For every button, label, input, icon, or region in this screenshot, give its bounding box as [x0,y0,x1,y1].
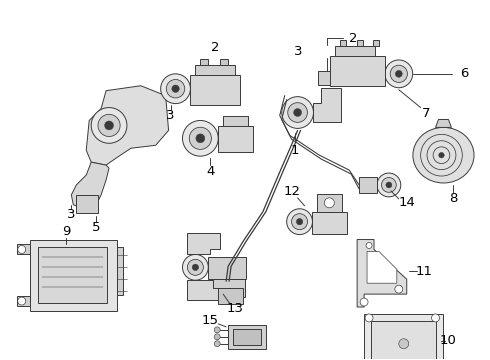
Polygon shape [188,280,237,300]
Circle shape [294,109,301,117]
Text: 5: 5 [92,221,100,234]
Bar [357,40,363,46]
Text: 8: 8 [449,192,458,205]
Circle shape [292,214,308,230]
Circle shape [182,121,218,156]
Circle shape [386,182,392,188]
Polygon shape [335,46,375,56]
Bar [371,321,436,360]
Bar [318,71,336,85]
Text: 3: 3 [294,45,303,58]
Polygon shape [196,65,235,75]
Polygon shape [313,212,347,234]
Circle shape [214,334,220,340]
Circle shape [395,70,402,77]
Text: 10: 10 [440,334,457,347]
Circle shape [385,60,413,88]
Text: 7: 7 [422,107,431,120]
Polygon shape [359,177,377,193]
Circle shape [166,80,185,98]
Text: 3: 3 [166,109,175,122]
Bar [364,314,443,360]
Polygon shape [367,251,397,283]
Text: 13: 13 [226,302,244,315]
Circle shape [18,246,25,253]
Polygon shape [117,247,123,295]
Circle shape [18,297,25,305]
Circle shape [196,134,205,143]
Text: 9: 9 [62,225,71,238]
Circle shape [382,177,396,192]
Polygon shape [208,257,246,279]
Polygon shape [17,296,30,306]
Circle shape [365,314,373,322]
Circle shape [172,85,179,93]
Bar [233,329,261,345]
Polygon shape [357,239,407,307]
Circle shape [189,127,211,149]
Text: 15: 15 [202,314,219,327]
Circle shape [360,298,368,306]
Circle shape [187,259,203,275]
Circle shape [91,108,127,143]
Circle shape [214,341,220,347]
Bar [213,279,245,297]
Bar [218,288,243,304]
Polygon shape [314,88,341,122]
Polygon shape [436,120,451,127]
Polygon shape [86,86,169,165]
Polygon shape [318,194,342,212]
Text: 1: 1 [291,144,299,157]
Polygon shape [191,75,240,105]
Bar [76,195,98,213]
Circle shape [432,314,440,322]
Circle shape [104,121,114,130]
Bar [228,325,266,349]
Text: 6: 6 [460,67,468,80]
Circle shape [395,285,403,293]
Circle shape [366,243,372,248]
Text: 14: 14 [398,196,415,209]
Polygon shape [330,56,385,86]
Circle shape [182,255,208,280]
Text: 2: 2 [349,32,357,45]
Circle shape [439,152,444,158]
Text: 3: 3 [67,208,75,221]
Bar [30,239,117,311]
Circle shape [282,96,314,129]
Text: 2: 2 [211,41,220,54]
Circle shape [288,103,307,122]
Circle shape [287,209,313,235]
Polygon shape [218,126,253,152]
Polygon shape [223,117,248,126]
Circle shape [214,327,220,333]
Circle shape [296,219,303,225]
Circle shape [192,264,198,271]
Circle shape [161,74,191,104]
Bar [373,40,379,46]
Bar [340,40,346,46]
Text: 11: 11 [415,265,432,278]
Circle shape [399,339,409,349]
Circle shape [377,173,401,197]
Circle shape [390,65,407,82]
Polygon shape [188,233,220,255]
Circle shape [98,114,120,136]
Text: 12: 12 [283,185,300,198]
Bar [38,247,107,303]
Bar [200,59,208,65]
Text: 4: 4 [206,165,215,177]
Polygon shape [72,162,109,210]
Bar [220,59,228,65]
Ellipse shape [413,127,474,183]
Circle shape [324,198,334,208]
Polygon shape [17,244,30,255]
